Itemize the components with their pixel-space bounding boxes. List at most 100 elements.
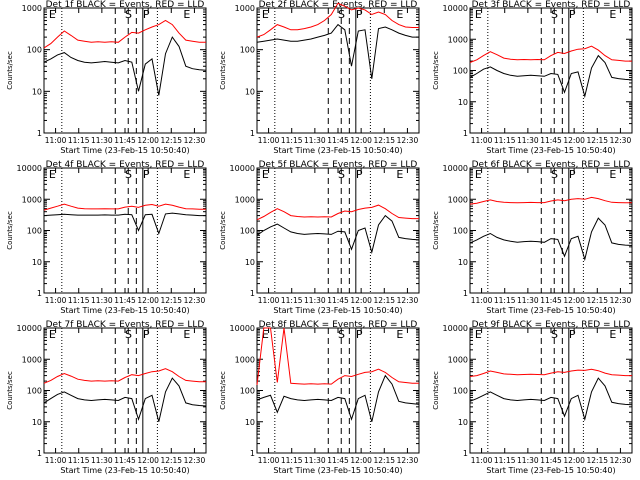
x-tick-label: 11:30 <box>517 136 539 145</box>
interval-marker: P <box>143 328 150 341</box>
x-tick-label: 12:30 <box>610 136 632 145</box>
x-axis-label: Start Time (23-Feb-15 10:50:40) <box>486 466 615 475</box>
chart-title: Det 7f BLACK = Events, RED = LLD <box>46 320 205 330</box>
x-tick-label: 11:30 <box>517 456 539 465</box>
interval-marker: E <box>262 8 269 21</box>
x-tick-label: 12:00 <box>563 456 585 465</box>
chart-title: Det 1f BLACK = Events, RED = LLD <box>46 0 205 10</box>
plot-frame <box>469 7 633 134</box>
interval-marker: S <box>551 328 558 341</box>
x-tick-label: 11:00 <box>258 136 280 145</box>
x-tick-label: 12:30 <box>397 456 419 465</box>
chart-title: Det 6f BLACK = Events, RED = LLD <box>472 160 631 170</box>
x-tick-label: 11:30 <box>91 296 113 305</box>
y-tick-label: 1000 <box>448 355 468 364</box>
y-axis-label: Counts/sec <box>6 371 14 410</box>
x-tick-label: 11:00 <box>45 296 67 305</box>
chart-title: Det 8f BLACK = Events, RED = LLD <box>259 320 418 330</box>
y-tick-label: 10 <box>458 418 468 427</box>
x-axis-label: Start Time (23-Feb-15 10:50:40) <box>60 466 189 475</box>
y-tick-label: 10 <box>32 87 42 96</box>
events-series-line <box>43 212 206 236</box>
interval-marker: P <box>569 168 576 181</box>
interval-marker: E <box>49 168 56 181</box>
x-tick-label: 12:00 <box>350 136 372 145</box>
interval-marker: E <box>475 328 482 341</box>
interval-marker: P <box>356 8 363 21</box>
y-tick-label: 1000 <box>235 355 255 364</box>
y-tick-label: 10000 <box>17 164 42 173</box>
x-tick-label: 11:30 <box>91 136 113 145</box>
interval-marker: S <box>338 8 345 21</box>
interval-marker: E <box>183 328 190 341</box>
chart-panel-4: Det 4f BLACK = Events, RED = LLD Counts/s… <box>6 160 207 315</box>
x-tick-label: 12:15 <box>160 296 182 305</box>
y-tick-label: 100 <box>453 227 468 236</box>
y-tick-label: 1000 <box>448 195 468 204</box>
interval-marker: E <box>475 168 482 181</box>
y-tick-label: 1 <box>37 289 42 298</box>
interval-marker: E <box>396 8 403 21</box>
interval-marker: P <box>356 168 363 181</box>
plot-frame <box>256 7 420 134</box>
interval-marker: E <box>183 8 190 21</box>
x-tick-label: 11:15 <box>281 136 303 145</box>
x-tick-label: 11:15 <box>68 296 90 305</box>
x-tick-label: 11:30 <box>304 296 326 305</box>
x-axis-label: Start Time (23-Feb-15 10:50:40) <box>273 466 402 475</box>
lld-series-line <box>469 196 632 205</box>
y-tick-label: 1 <box>463 449 468 458</box>
lld-series-line <box>43 368 206 384</box>
x-tick-label: 12:00 <box>563 296 585 305</box>
events-series-line <box>469 54 633 99</box>
x-tick-label: 11:15 <box>68 136 90 145</box>
x-tick-label: 11:45 <box>327 456 349 465</box>
x-tick-label: 11:00 <box>471 136 493 145</box>
interval-marker: S <box>338 328 345 341</box>
lld-series-line <box>256 327 419 386</box>
chart-title: Det 3f BLACK = Events, RED = LLD <box>472 0 631 10</box>
interval-marker: E <box>609 328 616 341</box>
chart-panel-1: Det 1f BLACK = Events, RED = LLD Counts/s… <box>6 0 207 155</box>
interval-marker: P <box>356 328 363 341</box>
x-tick-label: 12:15 <box>373 456 395 465</box>
x-tick-label: 11:00 <box>45 456 67 465</box>
interval-marker: S <box>125 168 132 181</box>
x-axis-label: Start Time (23-Feb-15 10:50:40) <box>273 146 402 155</box>
y-axis-label: Counts/sec <box>219 371 227 410</box>
plot-frame <box>256 167 420 294</box>
chart-title: Det 2f BLACK = Events, RED = LLD <box>259 0 418 10</box>
y-axis-label: Counts/sec <box>219 51 227 90</box>
interval-marker: E <box>49 328 56 341</box>
x-tick-label: 11:45 <box>114 456 136 465</box>
interval-marker: E <box>396 168 403 181</box>
chart-title: Det 5f BLACK = Events, RED = LLD <box>259 160 418 170</box>
lld-series-line <box>43 203 206 211</box>
y-tick-label: 1 <box>463 129 468 138</box>
y-tick-label: 10000 <box>230 164 255 173</box>
plot-frame <box>43 167 207 294</box>
y-tick-label: 100 <box>453 387 468 396</box>
y-tick-label: 1000 <box>235 195 255 204</box>
interval-marker: S <box>125 8 132 21</box>
x-tick-label: 12:00 <box>563 136 585 145</box>
x-tick-label: 12:15 <box>373 136 395 145</box>
y-tick-label: 1 <box>37 449 42 458</box>
x-tick-label: 11:00 <box>258 296 280 305</box>
y-tick-label: 100 <box>240 387 255 396</box>
x-axis-label: Start Time (23-Feb-15 10:50:40) <box>273 306 402 315</box>
x-tick-label: 12:00 <box>137 136 159 145</box>
interval-marker: E <box>396 328 403 341</box>
y-tick-label: 100 <box>240 227 255 236</box>
events-series-line <box>43 377 207 422</box>
lld-series-line <box>469 45 632 63</box>
y-tick-label: 1000 <box>448 35 468 44</box>
interval-marker: P <box>569 8 576 21</box>
events-series-line <box>256 214 420 255</box>
chart-title: Det 9f BLACK = Events, RED = LLD <box>472 320 631 330</box>
y-tick-label: 10000 <box>443 324 468 333</box>
x-tick-label: 11:30 <box>517 296 539 305</box>
x-tick-label: 11:45 <box>540 136 562 145</box>
interval-marker: E <box>49 8 56 21</box>
y-tick-label: 100 <box>453 67 468 76</box>
